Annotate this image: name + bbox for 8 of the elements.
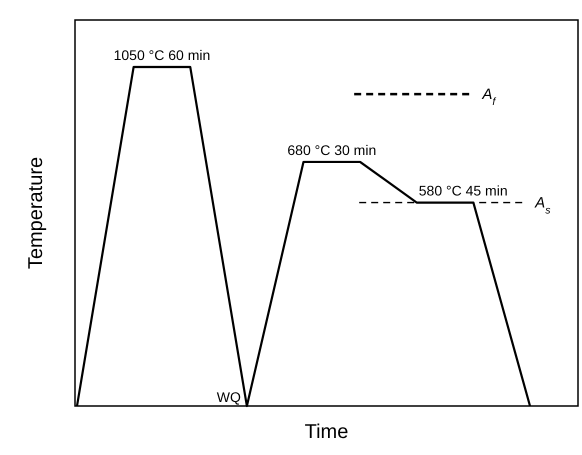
annotation: 680 °C 30 min (287, 142, 376, 158)
annotation: 580 °C 45 min (418, 182, 508, 199)
annotation: WQ (216, 389, 241, 405)
x-axis-title: Time (304, 421, 348, 443)
ref-line-label: A$_{f}$ (481, 86, 496, 108)
y-axis-title: Temperature (25, 156, 47, 270)
ref-line-label: A$_{s}$ (534, 194, 552, 217)
annotation: 1050 °C 60 min (114, 47, 210, 63)
